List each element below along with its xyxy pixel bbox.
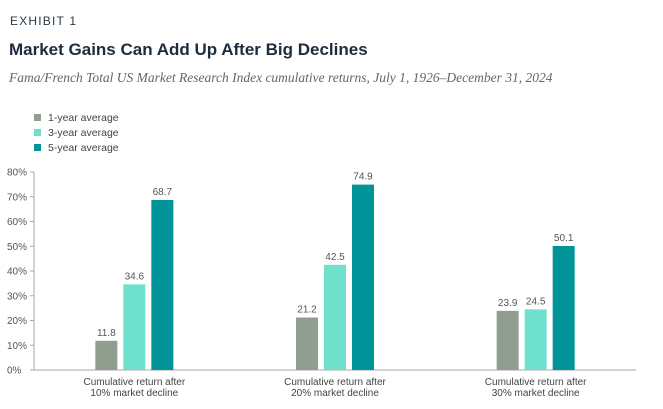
- category-label: 20% market decline: [291, 388, 379, 399]
- y-tick-label: 0%: [7, 366, 22, 377]
- category-label: Cumulative return after: [83, 377, 185, 388]
- bar-1-year: [496, 310, 519, 370]
- category-label: Cumulative return after: [284, 377, 386, 388]
- y-tick-label: 10%: [7, 341, 27, 352]
- bar-3-year: [123, 284, 146, 370]
- category-label: Cumulative return after: [485, 377, 587, 388]
- exhibit-label: EXHIBIT 1: [10, 14, 78, 28]
- category-label: 10% market decline: [90, 388, 178, 399]
- data-label-5-year: 74.9: [353, 172, 373, 183]
- legend-item-5-year: 5-year average: [34, 140, 119, 155]
- data-label-5-year: 50.1: [554, 233, 574, 244]
- y-tick-label: 30%: [7, 291, 27, 302]
- chart-legend: 1-year average 3-year average 5-year ave…: [34, 110, 119, 155]
- bar-5-year: [352, 184, 374, 370]
- data-label-1-year: 23.9: [498, 298, 518, 309]
- data-label-5-year: 68.7: [153, 187, 173, 198]
- y-tick-label: 50%: [7, 242, 27, 253]
- bar-1-year: [296, 317, 318, 370]
- legend-label-1-year: 1-year average: [48, 111, 119, 124]
- legend-item-3-year: 3-year average: [34, 125, 119, 140]
- bar-1-year: [95, 340, 118, 370]
- bar-5-year: [552, 246, 575, 370]
- bar-5-year: [151, 199, 174, 370]
- data-label-3-year: 34.6: [125, 271, 145, 282]
- category-label: 30% market decline: [492, 388, 580, 399]
- legend-label-5-year: 5-year average: [48, 141, 119, 154]
- data-label-3-year: 42.5: [325, 252, 345, 263]
- data-label-1-year: 11.8: [97, 328, 116, 339]
- bar-chart: 0% 10% 20% 30% 40% 50% 60% 70% 80% 11.8 34.6 68.7 Cu…: [7, 168, 636, 399]
- data-label-1-year: 21.2: [297, 305, 317, 316]
- y-tick-label: 40%: [7, 267, 27, 278]
- chart-title: Market Gains Can Add Up After Big Declin…: [9, 40, 368, 59]
- legend-label-3-year: 3-year average: [48, 126, 119, 139]
- legend-swatch-5-year: [34, 144, 41, 151]
- chart-subtitle: Fama/French Total US Market Research Ind…: [9, 70, 553, 85]
- y-tick-label: 70%: [7, 192, 27, 203]
- legend-item-1-year: 1-year average: [34, 110, 119, 125]
- bar-3-year: [524, 309, 547, 370]
- legend-swatch-1-year: [34, 114, 41, 121]
- bar-3-year: [324, 264, 346, 370]
- y-tick-label: 60%: [7, 217, 27, 228]
- y-tick-label: 20%: [7, 316, 27, 327]
- data-label-3-year: 24.5: [526, 296, 546, 307]
- y-tick-label: 80%: [7, 168, 27, 179]
- legend-swatch-3-year: [34, 129, 41, 136]
